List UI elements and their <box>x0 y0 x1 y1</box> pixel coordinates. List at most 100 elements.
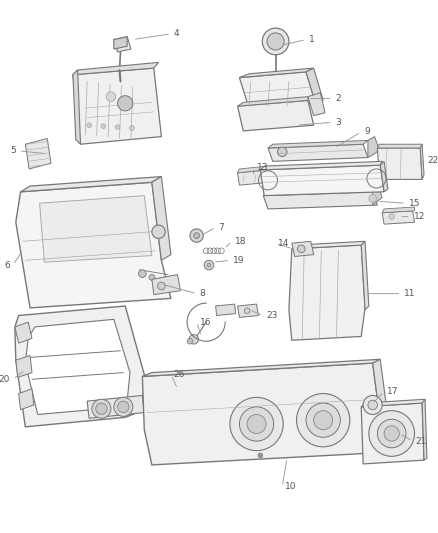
Circle shape <box>161 378 188 405</box>
Polygon shape <box>16 356 32 377</box>
Polygon shape <box>73 62 159 75</box>
Polygon shape <box>73 70 81 144</box>
Circle shape <box>369 195 376 202</box>
Circle shape <box>369 410 414 456</box>
Polygon shape <box>25 319 130 415</box>
Polygon shape <box>144 376 225 407</box>
Polygon shape <box>382 211 414 224</box>
Text: 7: 7 <box>219 222 224 231</box>
Circle shape <box>106 92 116 101</box>
Polygon shape <box>237 96 308 106</box>
Circle shape <box>306 403 340 437</box>
Circle shape <box>230 397 283 450</box>
Polygon shape <box>422 399 427 460</box>
Polygon shape <box>263 188 373 196</box>
Polygon shape <box>378 148 422 180</box>
Polygon shape <box>142 363 382 465</box>
Text: 23: 23 <box>266 311 277 320</box>
Polygon shape <box>39 196 152 262</box>
Circle shape <box>114 397 133 416</box>
Polygon shape <box>16 182 171 308</box>
Text: 11: 11 <box>404 289 416 298</box>
Text: 8: 8 <box>199 289 205 298</box>
Polygon shape <box>142 359 380 376</box>
Circle shape <box>87 123 92 127</box>
Circle shape <box>115 125 120 130</box>
Polygon shape <box>21 176 161 192</box>
Circle shape <box>314 410 333 430</box>
Polygon shape <box>114 37 127 49</box>
Polygon shape <box>380 161 388 192</box>
Circle shape <box>297 245 305 253</box>
Circle shape <box>240 407 274 441</box>
Circle shape <box>244 308 250 313</box>
Polygon shape <box>361 399 425 407</box>
Circle shape <box>378 419 406 448</box>
Polygon shape <box>215 304 236 316</box>
Circle shape <box>384 426 399 441</box>
Polygon shape <box>361 403 424 464</box>
Circle shape <box>189 335 198 344</box>
Polygon shape <box>237 100 314 131</box>
Polygon shape <box>15 322 32 343</box>
Text: 21: 21 <box>416 437 427 446</box>
Text: 5: 5 <box>10 147 16 156</box>
Polygon shape <box>237 166 268 173</box>
Circle shape <box>258 453 263 458</box>
Circle shape <box>166 383 183 400</box>
Circle shape <box>118 401 129 413</box>
Polygon shape <box>268 140 368 148</box>
Polygon shape <box>260 161 382 170</box>
Text: 14: 14 <box>279 239 290 248</box>
Circle shape <box>267 33 284 50</box>
Polygon shape <box>373 359 388 420</box>
Text: 15: 15 <box>409 199 420 208</box>
Circle shape <box>101 124 106 128</box>
Text: 20: 20 <box>0 375 10 384</box>
Circle shape <box>138 270 146 278</box>
Polygon shape <box>308 93 325 116</box>
Circle shape <box>158 282 165 290</box>
Polygon shape <box>114 37 131 52</box>
Text: 3: 3 <box>336 118 341 127</box>
Polygon shape <box>263 192 378 209</box>
Polygon shape <box>268 144 368 161</box>
Polygon shape <box>292 241 314 256</box>
Text: 12: 12 <box>413 212 425 221</box>
Polygon shape <box>87 395 144 418</box>
Circle shape <box>130 126 134 131</box>
Polygon shape <box>373 184 382 205</box>
Polygon shape <box>144 373 219 382</box>
Circle shape <box>363 395 382 415</box>
Circle shape <box>96 403 107 415</box>
Circle shape <box>92 399 111 418</box>
Circle shape <box>193 380 210 397</box>
Text: 4: 4 <box>174 29 180 38</box>
Text: 10: 10 <box>285 482 297 491</box>
Circle shape <box>204 260 214 270</box>
Polygon shape <box>237 170 270 185</box>
Polygon shape <box>15 306 144 427</box>
Circle shape <box>207 263 211 267</box>
Circle shape <box>389 214 395 220</box>
Polygon shape <box>19 389 34 410</box>
Circle shape <box>194 233 199 238</box>
Polygon shape <box>378 144 422 148</box>
Text: 19: 19 <box>233 256 244 265</box>
Text: 2: 2 <box>336 94 341 103</box>
Polygon shape <box>292 241 365 249</box>
Circle shape <box>247 415 266 433</box>
Polygon shape <box>382 207 414 213</box>
Polygon shape <box>152 274 180 295</box>
Text: 13: 13 <box>257 163 268 172</box>
Polygon shape <box>240 72 315 108</box>
Polygon shape <box>237 304 258 318</box>
Text: 1: 1 <box>309 35 314 44</box>
Polygon shape <box>152 176 171 260</box>
Text: 26: 26 <box>174 370 185 379</box>
Text: 18: 18 <box>235 237 246 246</box>
Text: 9: 9 <box>364 127 370 136</box>
Polygon shape <box>73 68 161 144</box>
Circle shape <box>152 225 165 238</box>
Circle shape <box>368 400 378 410</box>
